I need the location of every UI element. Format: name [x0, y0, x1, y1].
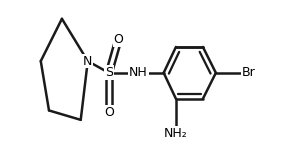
Text: Br: Br: [242, 66, 255, 79]
Text: O: O: [113, 33, 123, 46]
Text: N: N: [83, 55, 92, 68]
Text: S: S: [105, 66, 113, 79]
Text: NH₂: NH₂: [164, 127, 188, 140]
Text: NH: NH: [129, 66, 148, 79]
Text: O: O: [104, 106, 114, 119]
